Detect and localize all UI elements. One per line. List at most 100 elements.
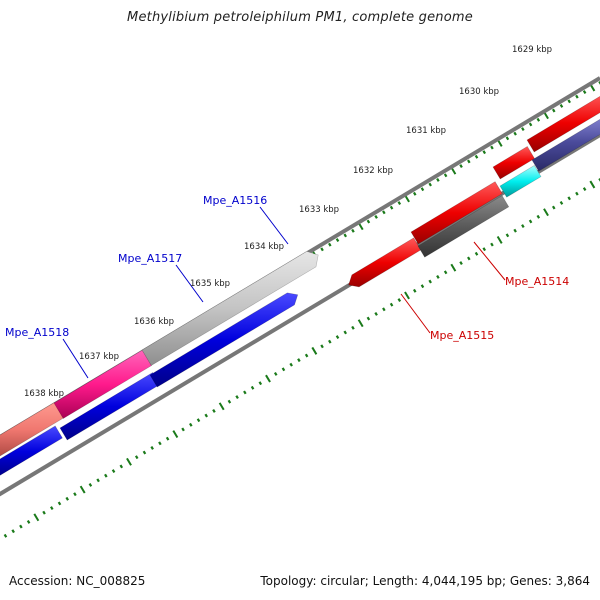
- scale-tick: [505, 136, 510, 141]
- scale-tick: [311, 346, 318, 355]
- scale-tick: [343, 330, 348, 335]
- scale-tick: [443, 173, 448, 178]
- scale-tick: [443, 270, 448, 275]
- scale-tick: [397, 201, 402, 205]
- label-mpe-a1515[interactable]: Mpe_A1515: [430, 329, 494, 342]
- kbp-label: 1632 kbp: [353, 166, 393, 176]
- gene-mpe-a1517[interactable]: [141, 251, 319, 366]
- label-mpe-a1514[interactable]: Mpe_A1514: [505, 275, 569, 288]
- scale-tick: [189, 422, 193, 427]
- scale-tick: [536, 214, 541, 219]
- scale-tick: [582, 90, 587, 95]
- scale-tick: [559, 201, 564, 205]
- leader-mpe-a1515: [400, 293, 431, 334]
- gene-features[interactable]: [0, 94, 600, 477]
- scale-tick: [3, 533, 8, 538]
- scale-tick: [73, 492, 77, 497]
- scale-tick: [227, 399, 232, 404]
- label-mpe-a1516[interactable]: Mpe_A1516: [203, 194, 267, 207]
- scale-tick: [496, 236, 503, 244]
- scale-tick: [474, 251, 479, 256]
- scale-tick: [482, 247, 487, 252]
- scale-tick: [297, 358, 301, 363]
- scale-tick: [382, 210, 386, 215]
- kbp-label: 1634 kbp: [244, 242, 284, 252]
- leader-mpe-a1518: [62, 338, 89, 379]
- scale-tick: [459, 164, 463, 169]
- scale-tick: [134, 455, 139, 460]
- scale-tick: [536, 117, 541, 122]
- scale-tick: [79, 485, 86, 494]
- gene-mpe-a1518[interactable]: [53, 349, 153, 419]
- gene-mpe-a1515[interactable]: [348, 237, 422, 288]
- scale-tick: [428, 182, 432, 187]
- scale-tick: [374, 311, 378, 316]
- scale-tick: [119, 464, 124, 469]
- scale-tick: [420, 187, 425, 192]
- scale-tick: [65, 496, 69, 501]
- gene-red-2[interactable]: [410, 181, 503, 245]
- scale-tick: [235, 395, 239, 400]
- scale-tick: [142, 450, 147, 455]
- scale-tick: [521, 224, 525, 229]
- scale-tick: [320, 247, 324, 252]
- scale-tick: [567, 196, 571, 201]
- label-mpe-a1518[interactable]: Mpe_A1518: [5, 326, 69, 339]
- scale-tick: [567, 99, 571, 104]
- scale-tick: [589, 180, 596, 189]
- scale-tick: [366, 219, 371, 224]
- label-mpe-a1517[interactable]: Mpe_A1517: [118, 252, 182, 265]
- scale-tick: [289, 362, 293, 367]
- leader-mpe-a1514: [473, 241, 506, 281]
- scale-tick: [389, 302, 394, 307]
- gene-red-3[interactable]: [492, 146, 535, 180]
- kbp-label: 1633 kbp: [299, 205, 339, 215]
- scale-tick: [412, 288, 417, 293]
- kbp-label: 1629 kbp: [512, 45, 552, 55]
- scale-tick: [11, 529, 15, 534]
- gene-labels: Mpe_A1516 Mpe_A1517 Mpe_A1518 Mpe_A1514 …: [5, 194, 569, 379]
- scale-tick: [96, 478, 100, 483]
- scale-tick: [450, 263, 457, 272]
- scale-tick: [243, 390, 247, 395]
- scale-tick: [351, 325, 355, 330]
- scale-tick: [335, 335, 340, 339]
- scale-tick: [19, 524, 23, 529]
- gene-navy[interactable]: [531, 114, 600, 172]
- scale-tick: [404, 291, 410, 300]
- inner-tick-line: [3, 178, 600, 538]
- scale-tick: [42, 510, 46, 515]
- scale-tick: [575, 94, 579, 99]
- scale-tick: [428, 279, 432, 284]
- scale-tick: [551, 108, 556, 113]
- leader-mpe-a1517: [175, 264, 204, 303]
- scale-tick: [436, 177, 440, 182]
- scale-tick: [467, 159, 471, 164]
- scale-tick: [351, 228, 355, 233]
- gene-red-4[interactable]: [526, 94, 600, 153]
- scale-tick: [382, 307, 386, 312]
- scale-tick: [467, 256, 471, 261]
- gene-cyan[interactable]: [499, 165, 542, 198]
- scale-tick: [273, 372, 278, 376]
- scale-tick: [374, 214, 378, 219]
- scale-tick: [528, 122, 533, 127]
- scale-tick: [513, 228, 517, 233]
- scale-tick: [218, 402, 225, 411]
- gene-forward-blue-1[interactable]: [0, 425, 63, 477]
- gene-mpe-a1514[interactable]: [417, 195, 510, 258]
- scale-tick: [328, 339, 332, 344]
- accession-text: Accession: NC_008825: [9, 574, 146, 588]
- scale-tick: [172, 430, 179, 439]
- scale-tick: [397, 298, 402, 302]
- kbp-labels: 1629 kbp 1630 kbp 1631 kbp 1632 kbp 1633 kbp…: [24, 45, 552, 399]
- gene-mpe-a1516[interactable]: [149, 292, 299, 388]
- scale-tick: [482, 150, 487, 155]
- kbp-label: 1636 kbp: [134, 317, 174, 327]
- scale-tick: [474, 154, 479, 159]
- scale-tick: [521, 127, 525, 132]
- scale-tick: [88, 482, 93, 487]
- scale-tick: [582, 187, 587, 192]
- scale-tick: [50, 506, 54, 510]
